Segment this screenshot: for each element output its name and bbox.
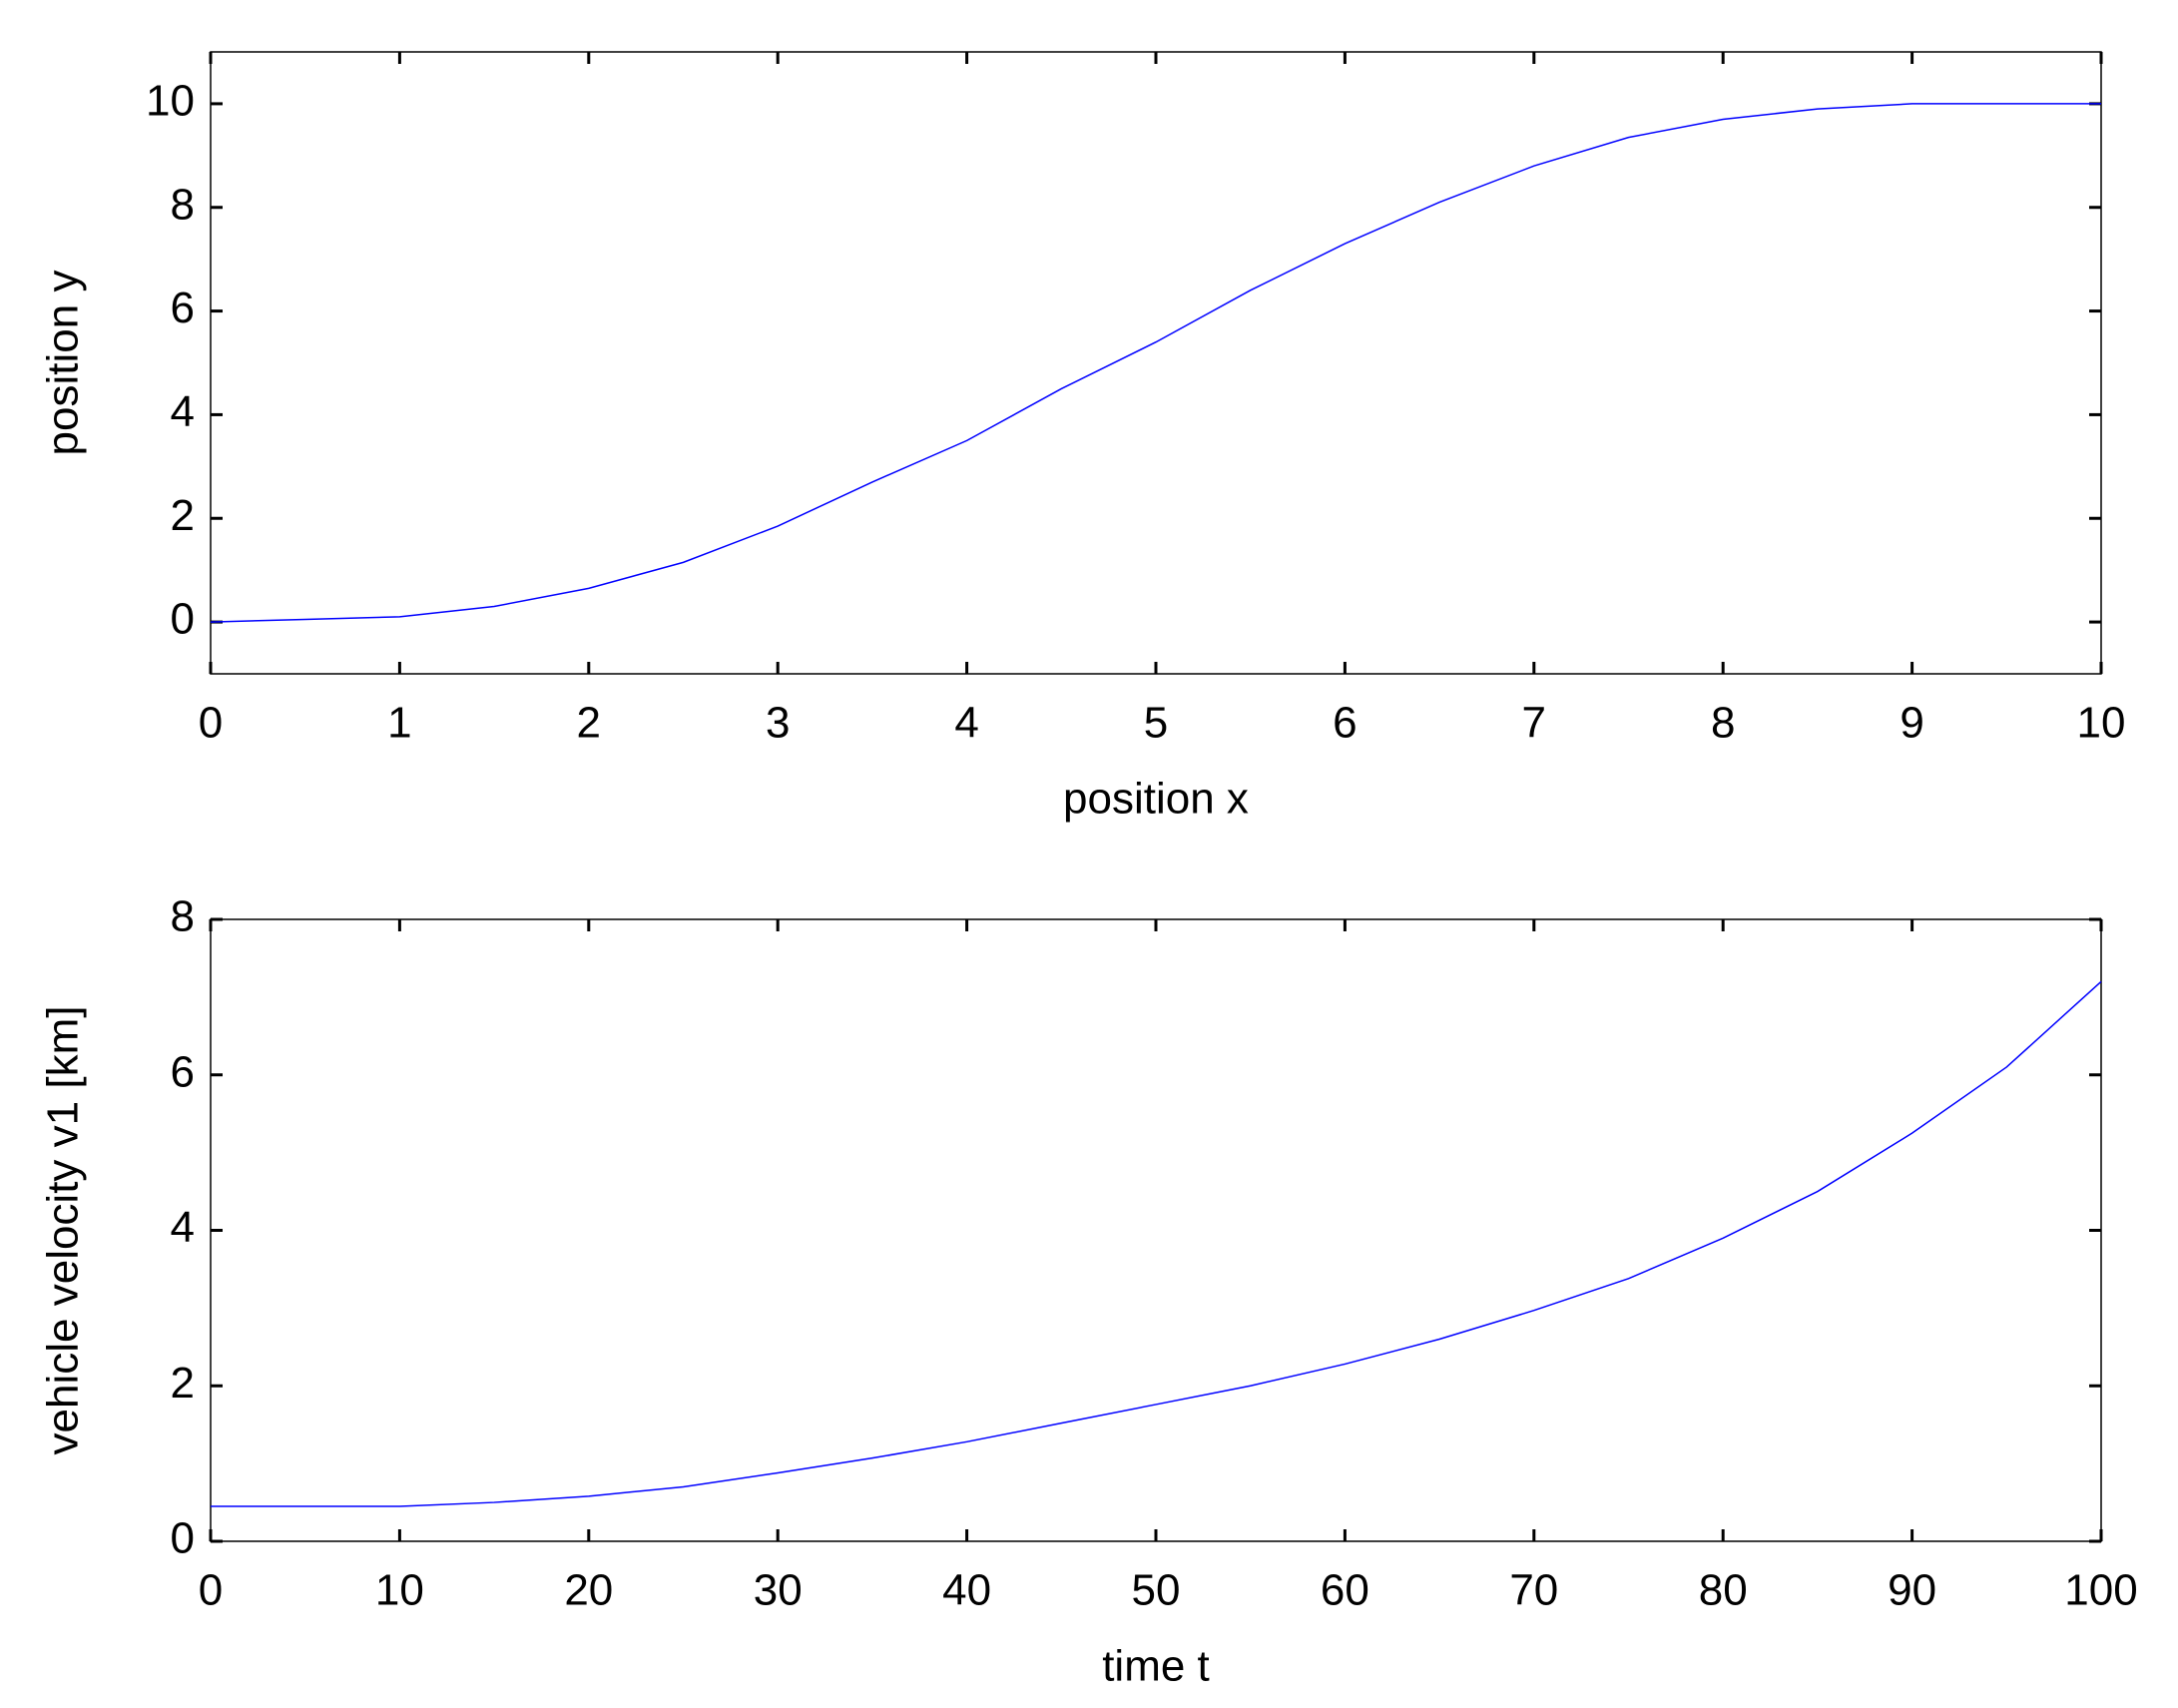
- y-tick-label: 6: [171, 284, 195, 332]
- x-axis-label: position x: [1063, 775, 1249, 824]
- y-tick-label: 4: [171, 1203, 195, 1252]
- y-tick-label: 4: [171, 387, 195, 436]
- y-axis-label: position y: [39, 271, 88, 456]
- y-tick-label: 8: [171, 180, 195, 229]
- x-tick-label: 40: [942, 1566, 991, 1615]
- y-tick-label: 8: [171, 892, 195, 941]
- data-line: [211, 980, 2102, 1507]
- x-tick-label: 50: [1132, 1566, 1181, 1615]
- x-tick-label: 60: [1321, 1566, 1369, 1615]
- y-tick-label: 2: [171, 1359, 195, 1408]
- y-tick-label: 6: [171, 1047, 195, 1096]
- x-tick-label: 0: [199, 699, 223, 748]
- x-tick-label: 5: [1144, 699, 1168, 748]
- x-tick-label: 10: [375, 1566, 424, 1615]
- x-tick-label: 30: [754, 1566, 803, 1615]
- plot-frame: [210, 51, 2102, 675]
- y-tick-label: 10: [146, 77, 195, 126]
- x-tick-label: 0: [199, 1566, 223, 1615]
- x-tick-label: 10: [2077, 699, 2126, 748]
- y-tick-label: 2: [171, 491, 195, 540]
- x-tick-label: 4: [954, 699, 978, 748]
- y-tick-label: 0: [171, 595, 195, 644]
- x-tick-label: 1: [387, 699, 411, 748]
- x-tick-label: 7: [1522, 699, 1546, 748]
- y-axis-label: vehicle velocity v1 [km]: [39, 1006, 88, 1455]
- data-line: [210, 103, 2101, 623]
- x-axis-label: time t: [1102, 1642, 1210, 1691]
- x-tick-label: 20: [564, 1566, 613, 1615]
- x-tick-label: 9: [1900, 699, 1923, 748]
- x-tick-label: 80: [1699, 1566, 1748, 1615]
- y-tick-label: 0: [171, 1514, 195, 1563]
- x-tick-label: 100: [2064, 1566, 2137, 1615]
- x-tick-label: 6: [1333, 699, 1357, 748]
- x-tick-label: 70: [1509, 1566, 1558, 1615]
- x-tick-label: 3: [766, 699, 790, 748]
- x-tick-label: 90: [1888, 1566, 1936, 1615]
- plot-frame: [210, 918, 2102, 1542]
- x-tick-label: 8: [1711, 699, 1735, 748]
- x-tick-label: 2: [577, 699, 601, 748]
